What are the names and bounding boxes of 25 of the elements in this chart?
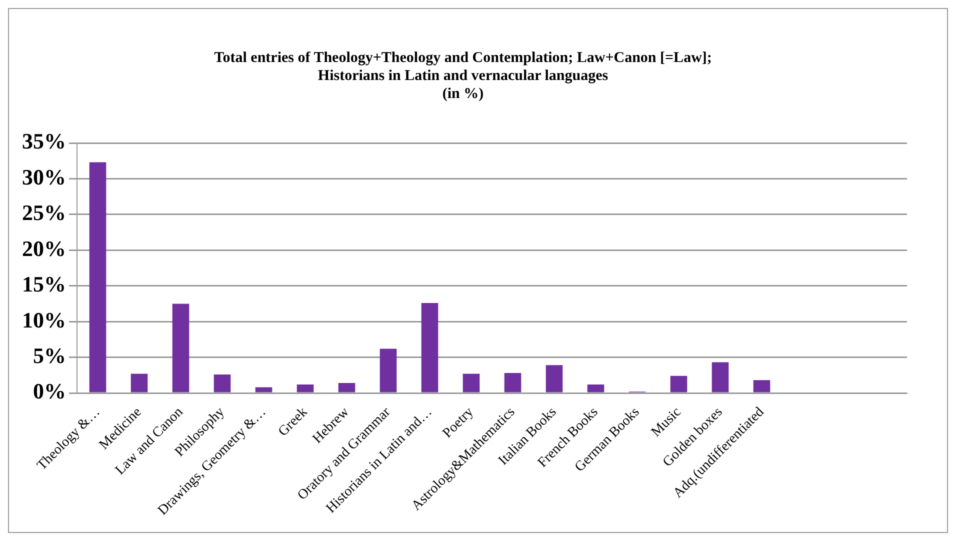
chart-title: Total entries of Theology+Theology and Contemplation; Law+Canon [=Law]; Historians in Latin and vernacular languages (in %) [214, 50, 712, 102]
bar [546, 365, 563, 392]
bar [587, 384, 604, 392]
bar [255, 387, 272, 392]
y-tick-label: 35% [22, 128, 66, 154]
y-tick-label: 15% [22, 272, 66, 297]
y-tick-label: 25% [22, 200, 66, 226]
bar [296, 384, 314, 392]
y-tick-label: 10% [22, 307, 66, 332]
bar [130, 374, 148, 392]
bar [380, 348, 397, 392]
bar [338, 383, 356, 392]
bar [504, 373, 522, 392]
bar [89, 162, 106, 392]
bar [172, 304, 190, 392]
bar [421, 303, 438, 392]
y-tick-label: 30% [22, 164, 66, 190]
y-tick-label: 0% [33, 378, 66, 404]
bar [712, 362, 729, 392]
y-tick-label: 5% [33, 342, 66, 368]
bar [462, 374, 480, 392]
y-tick-label: 20% [22, 236, 66, 261]
bar [670, 376, 688, 392]
bar [753, 380, 770, 392]
bar [214, 374, 231, 392]
